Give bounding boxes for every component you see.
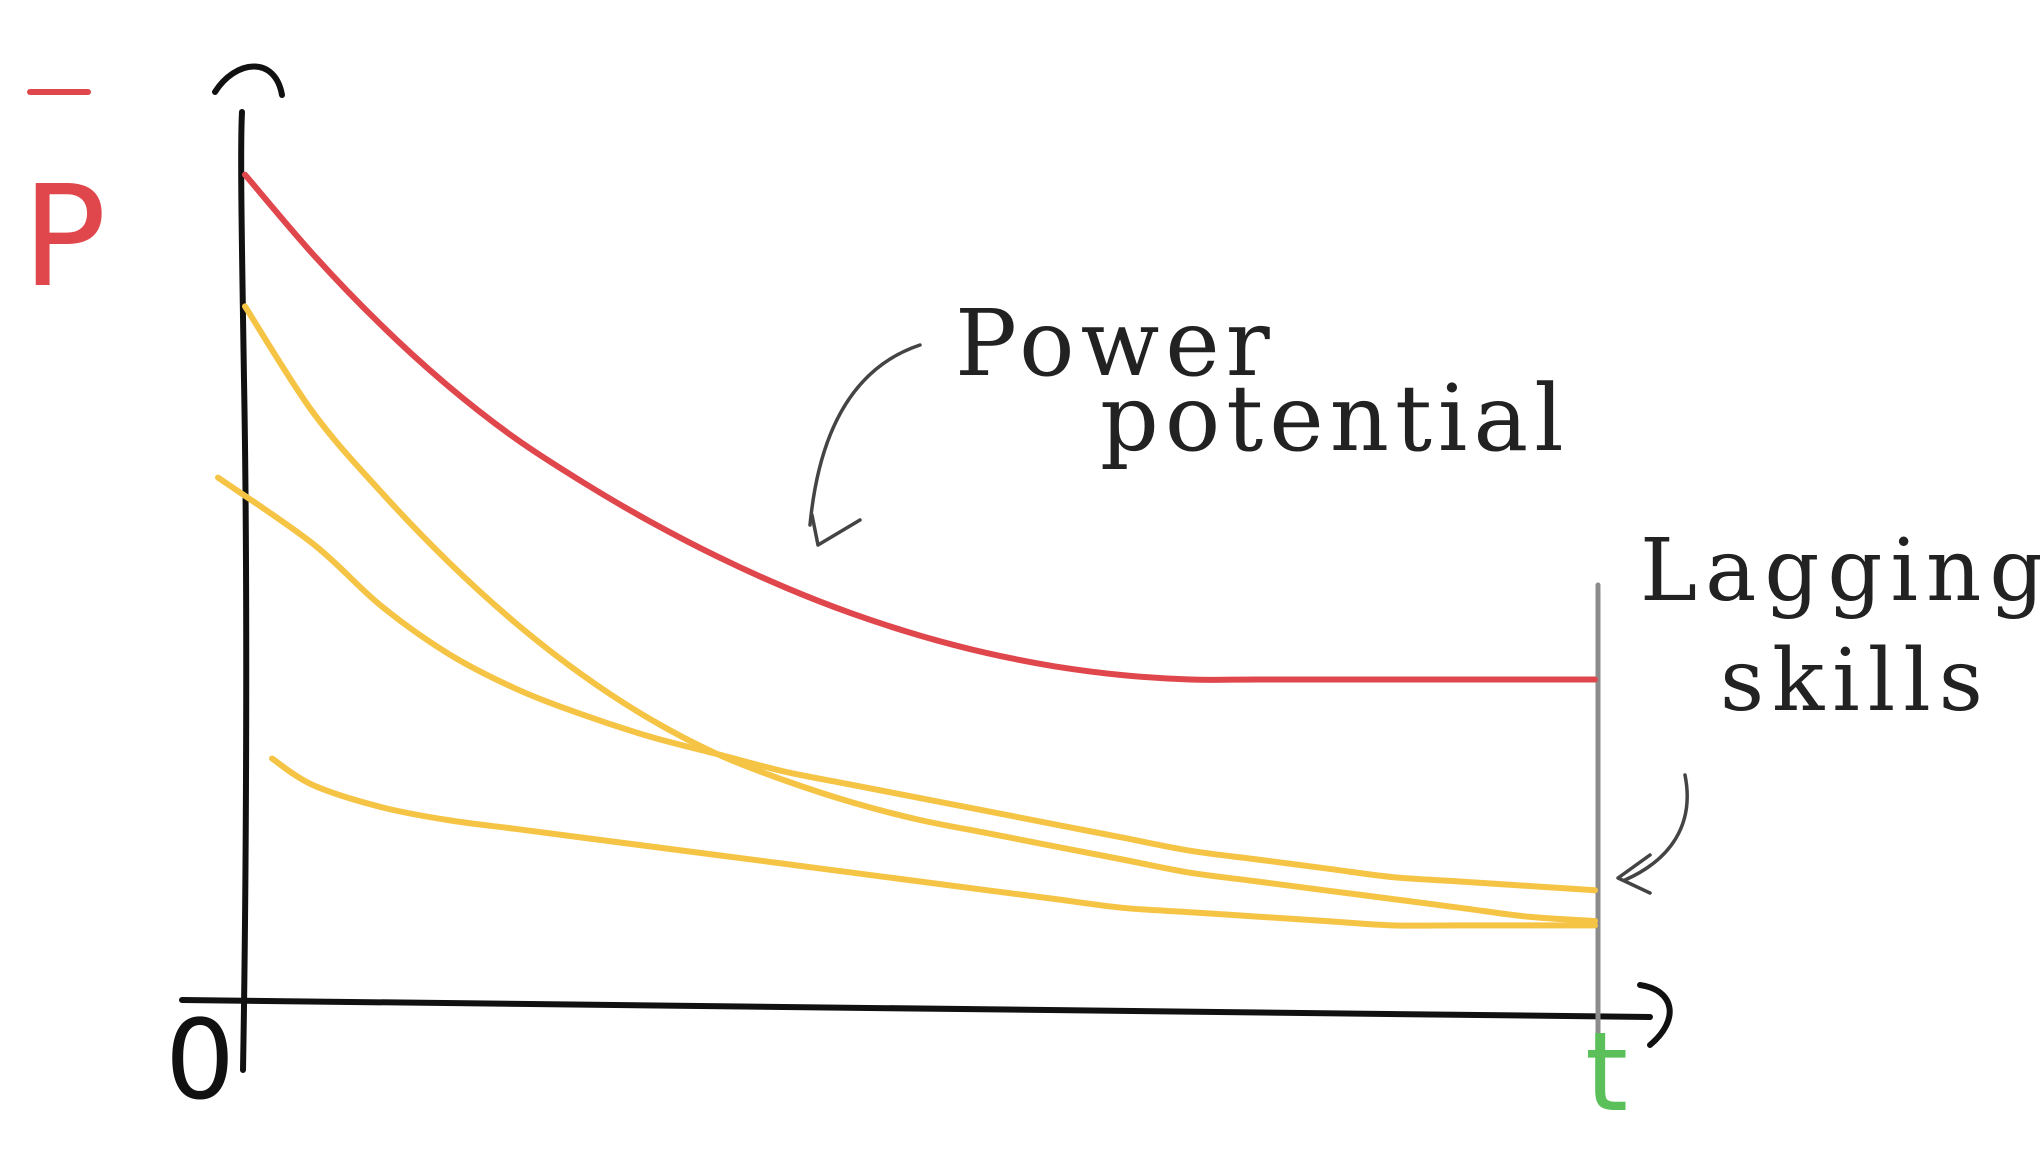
series-group <box>215 171 1598 929</box>
y-axis <box>238 109 250 1073</box>
annotation-lag-arrow <box>1623 773 1689 882</box>
x-axis <box>179 997 1653 1020</box>
labels-group: P 0 t Power potential Lagging skills <box>22 89 2040 1136</box>
annotation-power-arrow <box>808 343 922 527</box>
series-line-skill-3 <box>269 755 1598 929</box>
t-end-label: t <box>1585 1008 1628 1136</box>
annotation-lag-arrowhead <box>1616 853 1652 895</box>
series-line-skill-1 <box>242 303 1598 924</box>
y-axis-arrowhead <box>212 63 285 98</box>
x-axis-arrowhead <box>1637 982 1673 1048</box>
annotation-power-line1: Power <box>955 290 1276 397</box>
annotation-power-arrowhead <box>810 513 862 547</box>
origin-label: 0 <box>165 996 235 1124</box>
annotation-power-line2: potential <box>1100 365 1570 472</box>
annotation-lag-line1: Lagging <box>1640 521 2040 621</box>
series-line-power-potential <box>242 171 1598 683</box>
ylabel: P <box>22 156 106 319</box>
annotation-lag-line2: skills <box>1720 631 1991 731</box>
axes <box>179 63 1673 1073</box>
series-line-skill-2 <box>215 474 1598 894</box>
